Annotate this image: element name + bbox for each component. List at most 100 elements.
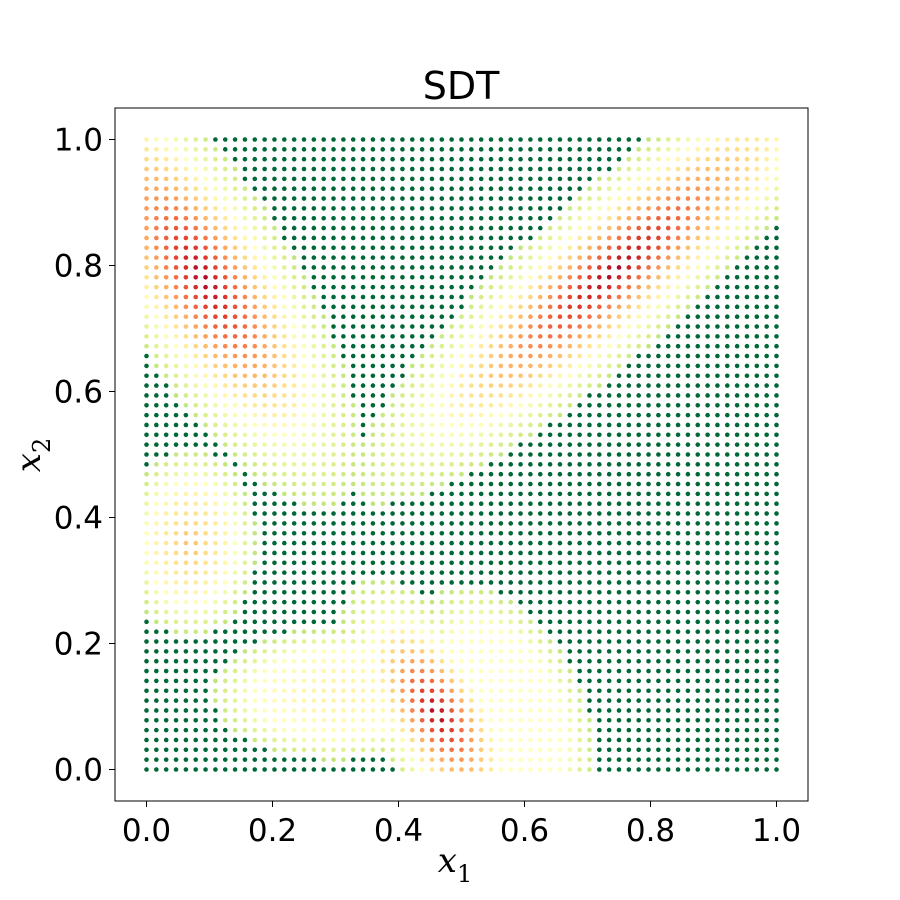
scatter-point: [163, 412, 169, 418]
scatter-point: [646, 137, 651, 142]
scatter-point: [173, 294, 179, 300]
scatter-point: [528, 717, 533, 723]
scatter-point: [724, 727, 730, 733]
y-tick-label: 0.0: [54, 753, 103, 789]
scatter-point: [252, 343, 258, 349]
scatter-point: [597, 590, 602, 595]
scatter-point: [734, 767, 740, 772]
scatter-point: [439, 166, 445, 172]
scatter-point: [380, 609, 386, 615]
scatter-point: [144, 235, 149, 241]
scatter-point: [705, 225, 710, 231]
scatter-point: [409, 166, 415, 172]
scatter-point: [193, 235, 199, 241]
x-tick-label: 0.6: [500, 813, 549, 849]
scatter-point: [498, 206, 504, 211]
scatter-point: [429, 324, 435, 329]
scatter-point: [518, 373, 523, 379]
scatter-point: [626, 658, 632, 664]
scatter-point: [242, 678, 248, 684]
scatter-point: [232, 442, 238, 447]
scatter-point: [262, 255, 267, 260]
scatter-point: [331, 471, 336, 477]
scatter-point: [154, 511, 159, 516]
scatter-point: [547, 599, 553, 605]
scatter-point: [685, 275, 691, 280]
scatter-point: [193, 737, 199, 743]
scatter-point: [183, 373, 189, 379]
scatter-point: [597, 688, 602, 694]
scatter-point: [488, 363, 494, 369]
scatter-point: [213, 402, 218, 408]
scatter-point: [193, 501, 199, 507]
scatter-point: [459, 442, 464, 447]
scatter-point: [646, 235, 651, 241]
scatter-point: [557, 550, 563, 556]
scatter-point: [419, 304, 425, 310]
scatter-point: [724, 215, 730, 221]
scatter-point: [232, 599, 238, 605]
scatter-point: [567, 511, 573, 516]
scatter-point: [380, 619, 386, 625]
scatter-point: [311, 304, 317, 310]
scatter-point: [764, 442, 769, 447]
scatter-point: [636, 215, 641, 221]
scatter-point: [724, 314, 730, 319]
scatter-point: [193, 599, 199, 605]
scatter-point: [262, 215, 267, 221]
scatter-point: [144, 225, 149, 231]
scatter-point: [321, 727, 326, 733]
scatter-point: [419, 176, 425, 182]
scatter-point: [311, 590, 317, 595]
scatter-point: [400, 137, 405, 142]
scatter-point: [400, 166, 405, 172]
scatter-point: [272, 708, 277, 713]
scatter-point: [518, 747, 523, 753]
scatter-point: [350, 501, 356, 507]
scatter-point: [508, 580, 514, 585]
scatter-point: [705, 186, 710, 192]
scatter-point: [291, 560, 297, 566]
scatter-point: [606, 570, 612, 575]
scatter-point: [744, 373, 750, 379]
scatter-point: [449, 737, 454, 743]
scatter-point: [291, 580, 297, 585]
scatter-point: [734, 147, 740, 152]
scatter-point: [341, 550, 346, 556]
scatter-point: [577, 206, 582, 211]
scatter-point: [616, 550, 622, 556]
scatter-point: [459, 511, 464, 516]
scatter-point: [390, 521, 395, 526]
scatter-point: [213, 432, 218, 438]
scatter-point: [774, 530, 779, 536]
scatter-point: [705, 737, 710, 743]
scatter-point: [154, 550, 159, 556]
scatter-point: [321, 619, 326, 625]
scatter-point: [626, 304, 632, 310]
scatter-point: [577, 393, 582, 398]
scatter-point: [459, 225, 464, 231]
scatter-point: [311, 275, 317, 280]
scatter-point: [764, 284, 769, 290]
scatter-point: [193, 255, 199, 260]
scatter-point: [193, 373, 199, 379]
scatter-point: [744, 402, 750, 408]
scatter-point: [341, 658, 346, 664]
scatter-point: [616, 186, 622, 192]
scatter-point: [764, 373, 769, 379]
scatter-point: [478, 334, 484, 339]
scatter-point: [301, 668, 307, 674]
scatter-point: [656, 373, 661, 379]
scatter-point: [311, 166, 317, 172]
scatter-point: [567, 176, 573, 182]
scatter-point: [350, 265, 356, 270]
scatter-point: [656, 412, 661, 418]
scatter-point: [557, 363, 563, 369]
scatter-point: [547, 353, 553, 359]
scatter-point: [744, 265, 750, 270]
scatter-point: [754, 206, 760, 211]
scatter-point: [577, 530, 582, 536]
scatter-point: [429, 412, 435, 418]
scatter-point: [626, 196, 632, 201]
scatter-point: [301, 609, 307, 615]
